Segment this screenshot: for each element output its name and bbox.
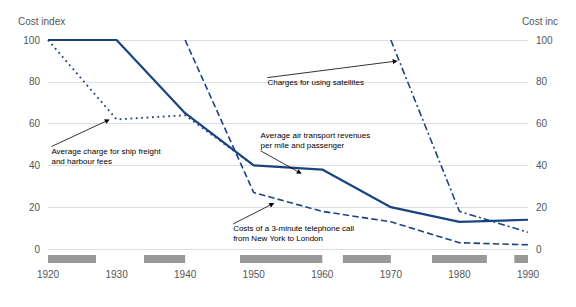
svg-text:1950: 1950 <box>243 269 266 280</box>
svg-text:1980: 1980 <box>448 269 471 280</box>
svg-text:1920: 1920 <box>37 269 60 280</box>
svg-text:and harbour fees: and harbour fees <box>51 157 112 166</box>
svg-text:0: 0 <box>34 244 40 255</box>
svg-text:Costs of a 3-minute telephone: Costs of a 3-minute telephone call <box>233 224 354 233</box>
svg-text:per mile and passenger: per mile and passenger <box>261 141 345 150</box>
svg-text:40: 40 <box>536 160 548 171</box>
svg-text:Cost index: Cost index <box>18 16 65 27</box>
svg-text:100: 100 <box>23 35 40 46</box>
svg-text:0: 0 <box>536 244 542 255</box>
svg-text:20: 20 <box>536 202 548 213</box>
svg-text:80: 80 <box>29 76 41 87</box>
svg-text:1940: 1940 <box>174 269 197 280</box>
svg-text:1960: 1960 <box>311 269 334 280</box>
svg-text:1990: 1990 <box>517 269 540 280</box>
svg-text:100: 100 <box>536 35 553 46</box>
svg-text:1970: 1970 <box>380 269 403 280</box>
svg-text:40: 40 <box>29 160 41 171</box>
svg-text:60: 60 <box>29 118 41 129</box>
svg-text:Average charge for ship freigh: Average charge for ship freight <box>51 147 161 156</box>
svg-text:20: 20 <box>29 202 41 213</box>
svg-text:60: 60 <box>536 118 548 129</box>
svg-text:Cost inc: Cost inc <box>522 16 558 27</box>
svg-text:80: 80 <box>536 76 548 87</box>
svg-text:Charges for using satellites: Charges for using satellites <box>267 78 364 87</box>
svg-text:Average air transport revenues: Average air transport revenues <box>261 131 371 140</box>
svg-text:1930: 1930 <box>105 269 128 280</box>
svg-text:from New York to London: from New York to London <box>233 234 323 243</box>
